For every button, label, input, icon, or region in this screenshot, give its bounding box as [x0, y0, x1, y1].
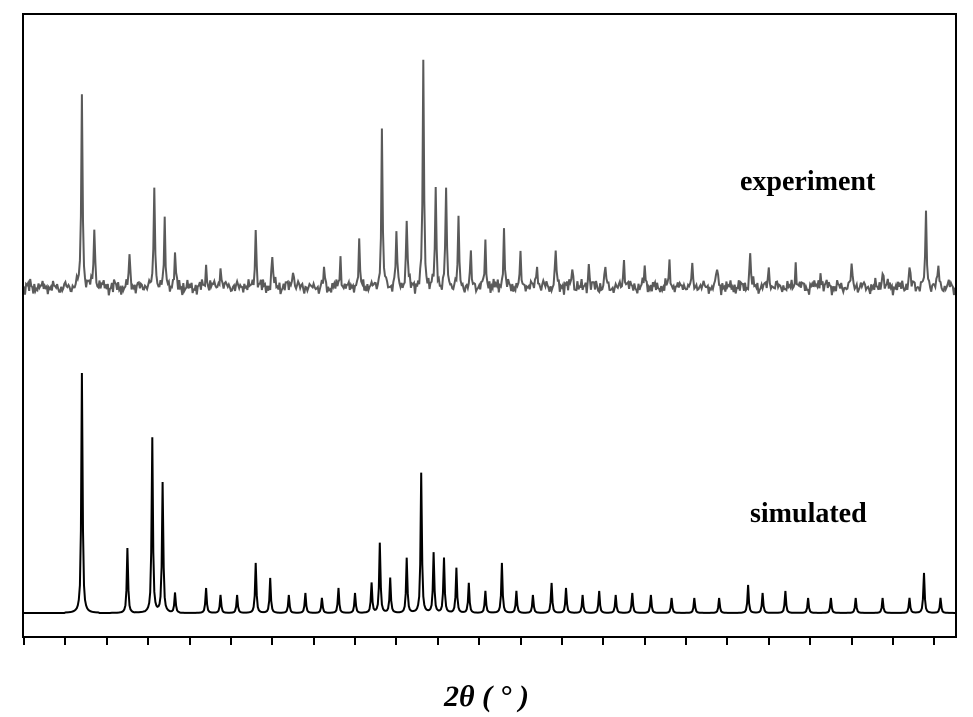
x-tick-minor	[768, 638, 770, 645]
label-simulated: simulated	[750, 498, 867, 530]
x-tick-minor	[851, 638, 853, 645]
x-tick-minor	[64, 638, 66, 645]
x-tick-minor	[437, 638, 439, 645]
trace-simulated	[24, 15, 955, 636]
x-tick-minor	[354, 638, 356, 645]
x-tick-minor	[561, 638, 563, 645]
label-experiment: experiment	[740, 166, 875, 198]
x-tick-minor	[230, 638, 232, 645]
x-tick-minor	[602, 638, 604, 645]
x-tick-minor	[478, 638, 480, 645]
x-tick-minor	[809, 638, 811, 645]
x-tick-minor	[644, 638, 646, 645]
x-tick-minor	[892, 638, 894, 645]
x-tick-minor	[933, 638, 935, 645]
x-tick-minor	[685, 638, 687, 645]
x-tick-minor	[189, 638, 191, 645]
x-tick-minor	[313, 638, 315, 645]
x-tick-minor	[106, 638, 108, 645]
x-axis-label: 2θ ( ° )	[0, 680, 973, 714]
x-tick-minor	[147, 638, 149, 645]
x-tick-minor	[271, 638, 273, 645]
x-tick-minor	[726, 638, 728, 645]
x-tick-minor	[520, 638, 522, 645]
x-tick-minor	[395, 638, 397, 645]
x-tick-minor	[23, 638, 25, 645]
